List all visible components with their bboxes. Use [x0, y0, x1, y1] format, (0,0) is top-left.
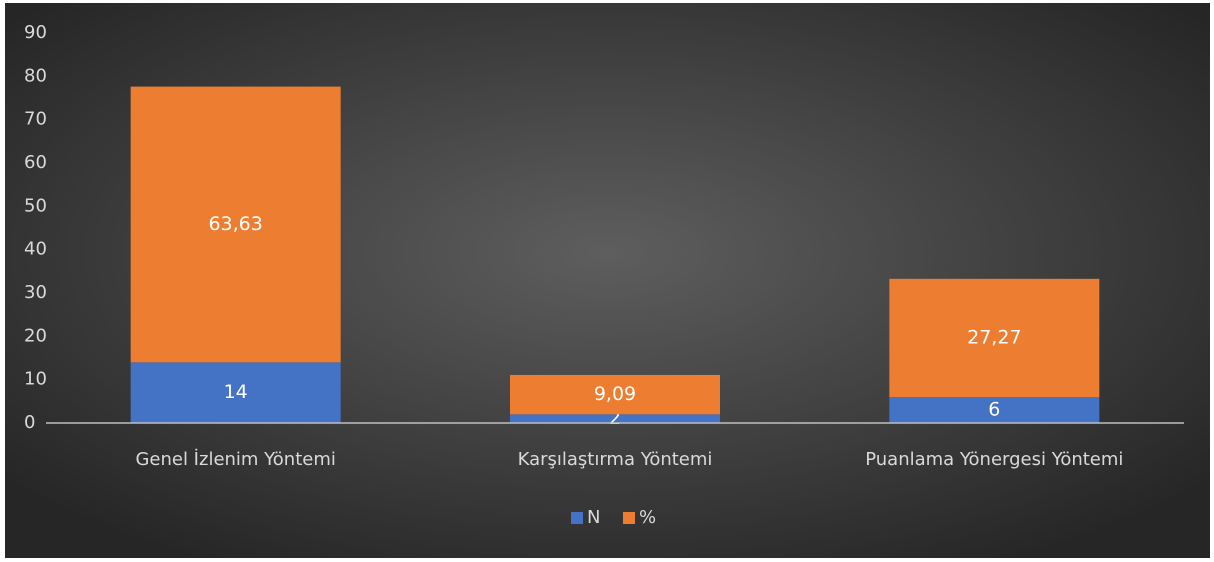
data-label: 27,27: [967, 326, 1021, 348]
x-tick-label: Puanlama Yönergesi Yöntemi: [865, 449, 1123, 470]
legend-swatch: [571, 512, 583, 524]
bar-segment: [889, 397, 1100, 423]
legend-swatch: [623, 512, 635, 524]
y-tick-label: 20: [24, 325, 47, 346]
data-label: 14: [224, 381, 248, 403]
data-label: 9,09: [594, 383, 636, 405]
y-tick-label: 60: [24, 152, 47, 173]
y-tick-label: 50: [24, 195, 47, 216]
legend-label: %: [639, 507, 656, 528]
bar-segment: [130, 362, 341, 423]
bar-segment: [889, 278, 1100, 397]
x-tick-label: Genel İzlenim Yöntemi: [135, 449, 335, 470]
y-tick-label: 80: [24, 65, 47, 86]
y-tick-label: 30: [24, 282, 47, 303]
y-tick-label: 40: [24, 239, 47, 260]
bar-segment: [510, 414, 720, 423]
legend-label: N: [587, 507, 600, 528]
bar-segment: [510, 374, 720, 415]
y-tick-label: 70: [24, 109, 47, 130]
y-tick-label: 90: [24, 22, 47, 43]
data-label: 6: [988, 399, 1000, 421]
bar-segment: [130, 86, 341, 363]
data-label: 63,63: [208, 213, 262, 235]
x-tick-label: Karşılaştırma Yöntemi: [518, 449, 713, 470]
y-tick-label: 0: [24, 412, 35, 433]
y-tick-label: 10: [24, 369, 47, 390]
